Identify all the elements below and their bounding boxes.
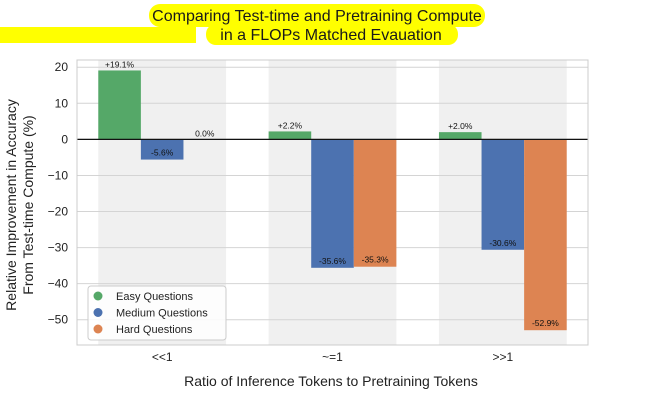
y-tick-label: −50 <box>48 313 69 327</box>
data-label: +2.0% <box>448 121 473 131</box>
bar-hard-questions-2 <box>524 139 567 331</box>
y-axis-label-line-1: Relative Improvement in Accuracy <box>3 99 19 311</box>
data-label: +19.1% <box>105 59 135 69</box>
legend-box <box>87 285 227 341</box>
x-axis-label: Ratio of Inference Tokens to Pretraining… <box>184 373 478 389</box>
x-tick-label: <<1 <box>152 350 173 364</box>
title-highlight-1 <box>149 4 485 27</box>
y-tick-label: −20 <box>48 205 69 219</box>
legend-label-1: Medium Questions <box>116 308 208 320</box>
chart-title-line-1: Comparing Test-time and Pretraining Comp… <box>152 8 482 25</box>
legend-label-0: Easy Questions <box>116 291 194 303</box>
data-label: -30.6% <box>489 238 516 248</box>
title-highlight-left-strip <box>0 27 196 43</box>
y-tick-label: 20 <box>55 60 69 74</box>
title-highlight-2 <box>206 24 458 45</box>
legend-marker-1 <box>93 308 103 317</box>
bar-easy-questions-1 <box>268 131 312 140</box>
bar-medium-questions-2 <box>481 139 525 250</box>
legend-marker-2 <box>93 324 103 334</box>
bar-medium-questions-0 <box>140 139 184 160</box>
data-label: 0.0% <box>195 128 215 138</box>
y-tick-label: −30 <box>48 241 69 255</box>
bar-easy-questions-2 <box>438 132 482 140</box>
bar-medium-questions-1 <box>311 139 354 268</box>
y-tick-label: −40 <box>48 277 69 291</box>
legend-label-2: Hard Questions <box>116 324 193 336</box>
y-tick-label: −10 <box>48 168 69 182</box>
bar-hard-questions-1 <box>353 139 397 267</box>
y-tick-label: 10 <box>55 96 69 110</box>
legend-marker-0 <box>93 291 103 301</box>
data-label: -5.6% <box>151 148 174 158</box>
bar-easy-questions-0 <box>98 70 141 140</box>
data-label: -35.3% <box>362 255 389 265</box>
chart-title-line-2: in a FLOPs Matched Evauation <box>220 27 441 44</box>
x-tick-label: >>1 <box>492 350 513 364</box>
plot-frame <box>76 59 589 346</box>
data-label: -35.6% <box>319 256 346 266</box>
x-tick-label: ~=1 <box>322 350 343 364</box>
y-axis-label-line-2: From Test-time Compute (%) <box>20 115 36 294</box>
data-label: +2.2% <box>278 120 303 130</box>
y-tick-label: 0 <box>61 132 68 146</box>
data-label: -52.9% <box>532 318 559 328</box>
